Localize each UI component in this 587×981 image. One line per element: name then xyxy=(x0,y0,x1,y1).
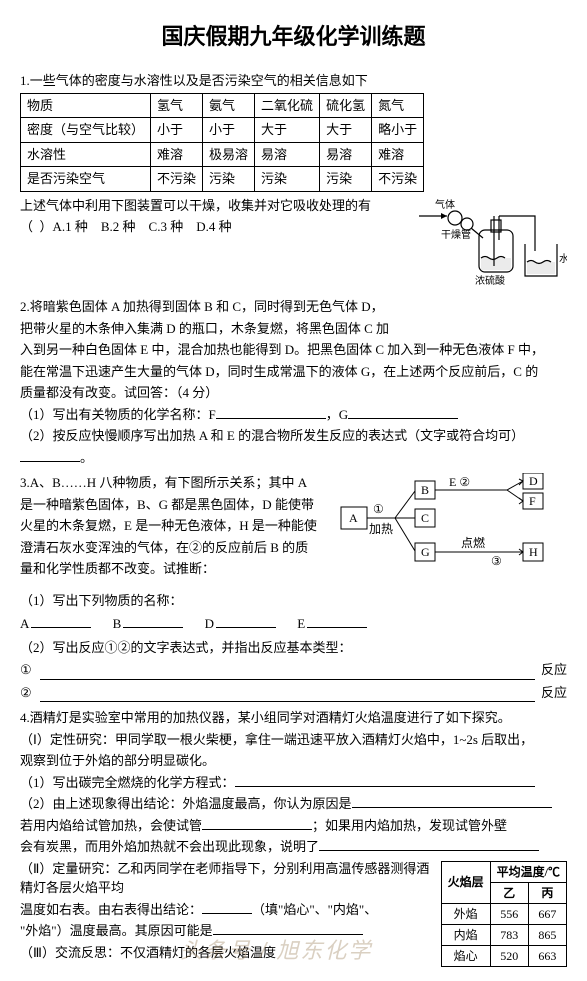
page-title: 国庆假期九年级化学训练题 xyxy=(20,20,567,53)
q2-l2: 把带火星的木条伸入集满 D 的瓶口，木条复燃，将黑色固体 C 加 xyxy=(20,319,567,339)
q2-l4: 能在常温下迅速产生大量的气体 D，同时生成常温下的液体 G，在上述两个反应前后，… xyxy=(20,362,567,382)
flame-table: 火焰层平均温度/℃ 乙丙 外焰556667 内焰783865 焰心520663 xyxy=(441,861,567,967)
watermark: 头条号 / 旭东化学 xyxy=(180,934,372,967)
blank-E[interactable] xyxy=(307,614,367,628)
table-row: 物质氢气氨气二氧化硫硫化氢氮气 xyxy=(21,93,424,118)
blank-eq[interactable] xyxy=(235,773,535,787)
table-row: 密度（与空气比较）小于小于大于大于略小于 xyxy=(21,118,424,143)
svg-text:①: ① xyxy=(373,502,384,516)
blank-D[interactable] xyxy=(216,614,276,628)
q4-p2: （2）由上述现象得出结论：外焰温度最高，你认为原因是 xyxy=(20,794,567,814)
svg-text:加热: 加热 xyxy=(369,522,393,536)
blank-B[interactable] xyxy=(123,614,183,628)
q3-diagram: A ① 加热 B C G E ② D F 点燃 ③ H xyxy=(337,473,567,589)
blank-r2[interactable] xyxy=(40,688,535,702)
blank-explain[interactable] xyxy=(319,837,539,851)
label-gas: 气体 xyxy=(435,198,455,211)
table-row: 内焰783865 xyxy=(441,924,566,945)
table-row: 焰心520663 xyxy=(441,945,566,966)
reaction-1: ①反应 xyxy=(20,660,567,680)
label-dry: 干燥管 xyxy=(441,228,471,241)
blank-reason[interactable] xyxy=(352,794,552,808)
svg-text:F: F xyxy=(529,494,536,508)
q1-stem: 1.一些气体的密度与水溶性以及是否污染空气的相关信息如下 xyxy=(20,71,567,91)
q3-p2: （2）写出反应①②的文字表达式，并指出反应基本类型： xyxy=(20,638,567,658)
q4-l2: （Ⅰ）定性研究：甲同学取一根火柴梗，拿住一端迅速平放入酒精灯火焰中，1~2s 后… xyxy=(20,730,567,750)
q3-blanks: A B D E xyxy=(20,614,567,634)
q2-l1: 2.将暗紫色固体 A 加热得到固体 B 和 C，同时得到无色气体 D， xyxy=(20,297,567,317)
label-water: 水 xyxy=(559,253,567,265)
q4-l3: 观察到位于外焰的部分明显碳化。 xyxy=(20,751,567,771)
q3-p1: （1）写出下列物质的名称： xyxy=(20,591,567,611)
table-row: 外焰556667 xyxy=(441,903,566,924)
table-row: 是否污染空气不污染污染污染污染不污染 xyxy=(21,167,424,192)
q4-l5: 会有炭黑，而用外焰加热就不会出现此现象，说明了 xyxy=(20,837,567,857)
apparatus-diagram: 气体 干燥管 浓硫酸 水 xyxy=(417,196,567,292)
svg-text:G: G xyxy=(421,545,430,559)
q4-l1: 4.酒精灯是实验室中常用的加热仪器，某小组同学对酒精灯火焰温度进行了如下探究。 xyxy=(20,708,567,728)
blank-expr[interactable] xyxy=(20,448,80,462)
q2-p2: （2）按反应快慢顺序写出加热 A 和 E 的混合物所发生反应的表达式（文字或符合… xyxy=(20,426,567,446)
label-acid: 浓硫酸 xyxy=(475,274,505,286)
reaction-2: ②反应 xyxy=(20,683,567,703)
q2-p1: （1）写出有关物质的化学名称：F，G xyxy=(20,405,567,425)
blank-F[interactable] xyxy=(216,405,326,419)
blank-G[interactable] xyxy=(348,405,458,419)
svg-text:C: C xyxy=(421,511,429,525)
q1-table: 物质氢气氨气二氧化硫硫化氢氮气 密度（与空气比较）小于小于大于大于略小于 水溶性… xyxy=(20,93,424,192)
q2-l5: 质量都没有改变。试回答：（4 分） xyxy=(20,383,567,403)
blank-A[interactable] xyxy=(31,614,91,628)
q4-l4: 若用内焰给试管加热，会使试管；如果用内焰加热，发现试管外壁 xyxy=(20,816,567,836)
svg-text:D: D xyxy=(529,474,538,488)
blank-layer[interactable] xyxy=(202,900,252,914)
svg-text:A: A xyxy=(349,511,358,525)
table-row: 水溶性难溶极易溶易溶易溶难溶 xyxy=(21,142,424,167)
q4-p1: （1）写出碳完全燃烧的化学方程式： xyxy=(20,773,567,793)
blank-tube[interactable] xyxy=(202,816,312,830)
svg-text:点燃: 点燃 xyxy=(461,535,485,550)
svg-text:H: H xyxy=(529,545,538,559)
svg-text:③: ③ xyxy=(491,554,502,568)
blank-r1[interactable] xyxy=(40,666,535,680)
q2-l3: 入到另一种白色固体 E 中，混合加热也能得到 D。把黑色固体 C 加入到一种无色… xyxy=(20,340,567,360)
svg-text:E ②: E ② xyxy=(449,475,470,489)
svg-text:B: B xyxy=(421,483,429,497)
